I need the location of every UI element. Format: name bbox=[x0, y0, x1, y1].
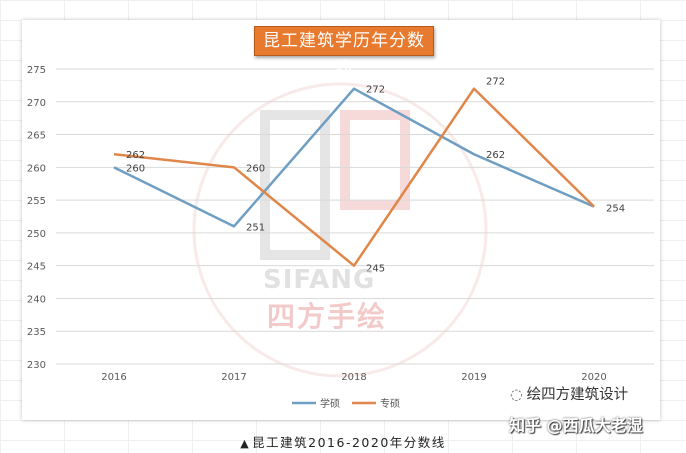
y-tick-label: 260 bbox=[27, 163, 46, 174]
data-label: 262 bbox=[486, 150, 505, 161]
y-tick-label: 240 bbox=[27, 294, 46, 305]
y-tick-label: 270 bbox=[27, 98, 46, 109]
x-tick-label: 2018 bbox=[341, 372, 366, 383]
caption-text: 昆工建筑2016-2020年分数线 bbox=[252, 435, 446, 450]
y-tick-label: 245 bbox=[27, 262, 46, 273]
series-line-1 bbox=[113, 87, 595, 228]
series-line-2 bbox=[113, 87, 595, 267]
x-tick-label: 2016 bbox=[101, 372, 126, 383]
data-label: 262 bbox=[126, 150, 145, 161]
y-tick-label: 230 bbox=[27, 360, 46, 371]
data-label: 272 bbox=[486, 77, 505, 88]
watermark-logo bbox=[192, 82, 488, 378]
y-tick-label: 255 bbox=[27, 196, 46, 207]
y-tick-label: 275 bbox=[27, 65, 46, 76]
x-tick-label: 2019 bbox=[461, 372, 486, 383]
data-label: 272 bbox=[366, 85, 385, 96]
y-tick-label: 250 bbox=[27, 229, 46, 240]
data-label: 245 bbox=[366, 264, 385, 275]
chart-card bbox=[22, 20, 660, 420]
wechat-label: 绘四方建筑设计 bbox=[526, 387, 629, 403]
data-label: 254 bbox=[606, 204, 625, 215]
y-tick-label: 235 bbox=[27, 327, 46, 338]
x-tick-label: 2017 bbox=[221, 372, 246, 383]
data-label: 260 bbox=[126, 163, 145, 174]
legend-label: 专硕 bbox=[380, 397, 400, 410]
caption-triangle-icon: ▲ bbox=[240, 437, 251, 450]
y-tick-label: 265 bbox=[27, 131, 46, 142]
data-label: 251 bbox=[246, 222, 265, 233]
figure-caption: ▲ 昆工建筑2016-2020年分数线 bbox=[0, 432, 686, 451]
x-tick-label: 2020 bbox=[581, 372, 606, 383]
chart-title: 昆工建筑学历年分数线 bbox=[254, 26, 434, 79]
legend-label: 学硕 bbox=[320, 397, 340, 410]
zhihu-watermark: 知乎 @西瓜大老湿 bbox=[509, 416, 643, 435]
wechat-watermark: ◌ 绘四方建筑设计 bbox=[510, 383, 628, 404]
data-label: 260 bbox=[246, 163, 265, 174]
watermark-text: SIFANG bbox=[263, 265, 376, 295]
watermark-cn-text: 四方手绘 bbox=[267, 300, 388, 333]
wechat-icon: ◌ bbox=[510, 387, 523, 403]
